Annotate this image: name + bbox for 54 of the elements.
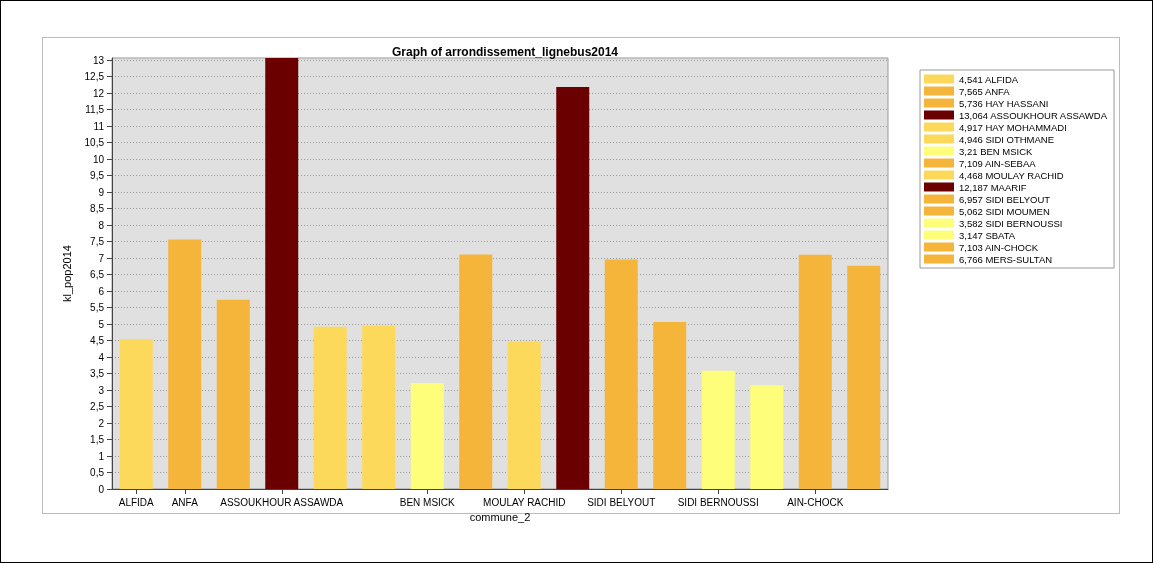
y-tick-label: 12,5 xyxy=(84,71,105,83)
y-tick-label: 2,5 xyxy=(90,401,105,413)
legend-label: 6,766 MERS-SULTAN xyxy=(959,253,1053,265)
y-tick-label: 1 xyxy=(98,450,105,462)
y-tick-label: 11,5 xyxy=(85,104,105,116)
y-tick-label: 9 xyxy=(98,186,105,198)
y-tick-label: 4,5 xyxy=(90,335,105,347)
y-tick-label: 1,5 xyxy=(90,434,105,446)
y-tick-label: 6,5 xyxy=(90,269,105,281)
y-tick-label: 2 xyxy=(98,417,105,429)
y-tick-label: 9,5 xyxy=(90,170,105,182)
legend-label: 4,946 SIDI OTHMANE xyxy=(959,133,1055,145)
legend-label: 4,468 MOULAY RACHID xyxy=(959,169,1064,181)
legend-label: 5,062 SIDI MOUMEN xyxy=(959,205,1050,217)
x-tick-label: BEN MSICK xyxy=(399,496,456,508)
legend-label: 5,736 HAY HASSANI xyxy=(959,97,1049,109)
legend-label: 7,109 AIN-SEBAA xyxy=(959,157,1037,169)
x-axis-title: commune_2 xyxy=(469,511,531,524)
x-tick-label: MOULAY RACHID xyxy=(483,496,566,508)
x-tick-label: SIDI BELYOUT xyxy=(587,496,656,508)
y-tick-label: 5,5 xyxy=(90,302,105,314)
y-tick-label: 12 xyxy=(92,87,105,99)
legend-label: 3,147 SBATA xyxy=(959,229,1016,241)
x-tick-label: SIDI BERNOUSSI xyxy=(677,496,759,508)
y-tick-label: 0 xyxy=(98,483,105,495)
y-tick-label: 7 xyxy=(98,252,105,264)
legend-label: 7,565 ANFA xyxy=(959,85,1011,97)
y-tick-label: 3 xyxy=(98,384,105,396)
chart-title: Graph of arrondissement_lignebus2014 xyxy=(391,45,619,59)
legend-label: 12,187 MAARIF xyxy=(959,181,1027,193)
y-axis-title: kl_pop2014 xyxy=(60,245,73,302)
x-tick-label: AIN-CHOCK xyxy=(787,496,844,508)
legend-label: 4,917 HAY MOHAMMADI xyxy=(959,121,1067,133)
y-tick-label: 4 xyxy=(98,351,105,363)
y-tick-label: 6 xyxy=(98,285,105,297)
y-tick-label: 10,5 xyxy=(84,137,105,149)
legend-label: 6,957 SIDI BELYOUT xyxy=(959,193,1051,205)
y-tick-label: 3,5 xyxy=(90,368,105,380)
legend-label: 7,103 AIN-CHOCK xyxy=(959,241,1039,253)
y-tick-label: 10 xyxy=(92,153,105,165)
x-tick-label: ALFIDA xyxy=(118,496,155,508)
legend-label: 13,064 ASSOUKHOUR ASSAWDA xyxy=(959,109,1108,121)
legend-label: 3,21 BEN MSICK xyxy=(959,145,1034,157)
y-tick-label: 8,5 xyxy=(90,203,105,215)
y-tick-label: 11 xyxy=(93,120,105,132)
x-tick-label: ANFA xyxy=(171,496,199,508)
legend-label: 3,582 SIDI BERNOUSSI xyxy=(959,217,1063,229)
x-tick-label: ASSOUKHOUR ASSAWDA xyxy=(220,496,344,508)
y-tick-label: 7,5 xyxy=(90,236,105,248)
y-tick-label: 13 xyxy=(92,54,105,66)
legend-label: 4,541 ALFIDA xyxy=(959,73,1019,85)
y-tick-label: 8 xyxy=(98,219,105,231)
y-tick-label: 0,5 xyxy=(90,467,105,478)
y-tick-label: 5 xyxy=(98,318,105,330)
